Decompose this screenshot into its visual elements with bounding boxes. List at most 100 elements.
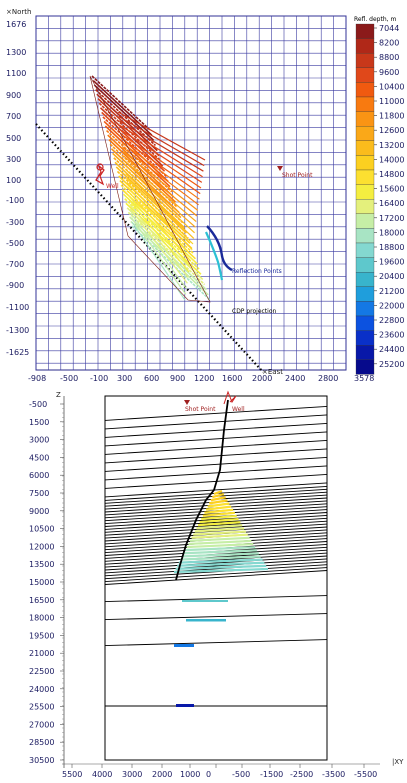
map-x-tick-label: 600 [144,374,159,383]
section-frame [104,395,328,761]
section-x-tick-label: 2000 [152,770,172,779]
ray-line [124,164,196,228]
section-z-tick-label: 22500 [29,667,54,676]
ray-line [112,152,182,219]
horizon-line [104,439,328,455]
reflection-points-label: Reflection Points [232,268,282,275]
section-x-tick-label: 5500 [62,770,82,779]
wedge-band [185,546,256,552]
section-x-tick-label: -1500 [260,770,283,779]
wedge-band [173,567,269,574]
ray-line [125,173,195,239]
ray-line [130,220,209,296]
horizon-line [104,431,328,447]
horizon-line [104,456,328,472]
legend-level-label: 25200 [379,360,404,369]
legend-level-label: 19600 [379,258,404,267]
legend-swatch [355,242,375,258]
ray-line [128,199,190,273]
section-z-tick-label: 4500 [29,453,49,462]
map-y-tick-label: 500 [6,134,21,143]
ray-line [92,79,153,136]
horizon-line [104,482,328,498]
map-y-tick-label: 1100 [6,69,26,78]
section-z-tick-label: 16500 [29,596,54,605]
section-horizons [104,405,328,707]
ray-line [127,186,192,256]
section-z-tick-label: 25500 [29,703,54,712]
section-z-tick-label: 28500 [29,738,54,747]
legend-swatch [355,345,375,360]
legend-swatch [355,38,375,54]
horizon-line [104,570,328,585]
ray-line [120,133,202,189]
legend-level-label: 21200 [379,287,404,296]
ray-line [129,208,188,284]
section-view: Z -500 1500 3000 4500 6000 7500 9000 10500 12000… [29,390,404,779]
section-z-tick-label: 3000 [29,436,49,445]
legend-level-label: 8200 [379,39,399,48]
horizon-line [104,567,328,583]
map-y-tick-label: -1100 [6,303,29,312]
ray-line [126,181,193,251]
wedge-band [189,536,250,542]
map-y-tick-label: -300 [6,218,24,227]
section-well-marker [223,390,237,405]
section-shot-point-marker [184,400,190,405]
map-x-tick-label: -100 [90,374,108,383]
reflection-patch-2 [186,619,226,622]
ray-line [119,124,203,178]
horizon-line [104,613,328,621]
legend-level-label: 7044 [379,24,399,33]
horizon-line [104,465,328,481]
map-y-tick-label: -900 [6,281,24,290]
legend-level-label: 11800 [379,112,404,121]
map-y-ticks: 1676 1300 1100 900 700 500 300 100 -100 -300 -500 -… [6,20,29,357]
ray-line [115,166,187,234]
horizon-line [104,555,328,571]
legend-level-label: 24400 [379,345,404,354]
section-x-tick-label: 3000 [122,770,142,779]
legend-swatch [355,53,375,68]
horizon-line [104,514,328,530]
z-axis-label: Z [56,391,61,399]
ray-line [97,98,160,157]
wedge-band [183,549,258,555]
legend-swatch [355,184,375,200]
wedge-band [196,524,243,530]
wedge-band [210,496,226,502]
ray-line [122,146,199,206]
wedge-band [194,527,245,533]
wedge-band [201,514,237,521]
ray-line [130,212,188,290]
wedge-band [193,530,246,536]
reflection-patch-1 [182,600,228,602]
ray-line [117,111,206,161]
legend-title: Refl. depth, m [354,16,396,23]
section-z-tick-label: 19500 [29,631,54,640]
ray-line [103,120,169,183]
map-y-tick-label: 100 [6,176,21,185]
legend-swatch [355,359,375,375]
legend-labels: 7044 8200 8800 9600 10400 11000 11800 12600 1320… [374,24,404,369]
ray-fan-outline [89,75,211,303]
section-z-ticks: -500 1500 3000 4500 6000 7500 9000 10500 12000 13… [29,400,64,765]
ray-line [104,125,171,188]
well-label: Well [106,183,119,190]
ray-line [128,195,191,267]
legend-swatch [355,155,375,171]
ray-line [96,93,158,152]
legend-level-label: 14800 [379,170,404,179]
legend-swatch [355,111,375,127]
legend-color-bar [355,23,375,375]
legend-swatch [355,140,375,156]
horizon-line [104,448,328,464]
reflection-ray-fan [89,75,211,303]
map-y-tick-label: 1676 [6,20,26,29]
wedge-band [207,502,230,508]
wedge-band [181,552,259,558]
map-x-tick-label: 3578 [354,374,374,383]
section-z-tick-label: 7500 [29,489,49,498]
reflection-patch-4 [176,704,194,707]
